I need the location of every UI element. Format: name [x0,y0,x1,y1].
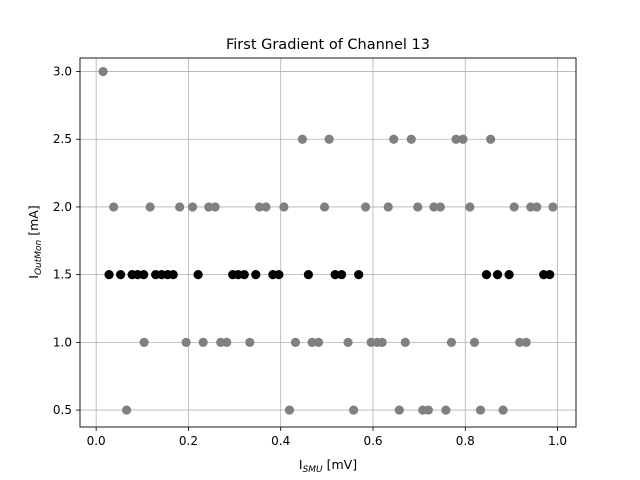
data-point [145,202,155,212]
data-point [303,270,313,280]
data-point [98,66,108,77]
y-tick-label: 1.0 [53,335,72,349]
x-tick-label: 0.0 [87,434,106,448]
x-axis-ticks: 0.0 0.2 0.4 0.6 0.8 1.0 [87,427,567,448]
data-point [486,134,496,144]
data-point [446,337,457,347]
y-tick-label: 3.0 [53,65,72,79]
data-point [481,270,492,280]
data-point [548,202,558,212]
data-point [251,270,261,280]
data-point [104,270,114,280]
data-point [383,202,393,212]
x-axis-label: ISMU [mV] [299,457,357,475]
y-axis-label: IOutMon [mA] [26,205,44,278]
data-point [492,270,503,280]
data-point [343,337,353,347]
data-point [451,134,461,144]
data-point [122,405,132,415]
data-point [204,202,214,212]
data-point [545,270,555,280]
data-point [394,405,404,415]
data-point [274,270,284,280]
data-point [504,270,514,280]
data-point [307,337,317,347]
data-point [261,202,271,212]
data-point [406,134,416,144]
data-point [324,134,334,144]
data-point [109,202,119,212]
data-point [284,405,295,415]
grid-lines [80,58,576,427]
data-point [469,337,480,347]
data-point [245,337,255,347]
data-point [354,270,364,280]
data-point [515,337,525,347]
data-point [521,337,531,347]
data-point [337,270,347,280]
data-point [441,405,451,415]
data-point [313,337,324,347]
data-point [210,202,220,212]
data-point [279,202,289,212]
data-point [116,270,126,280]
data-point [509,202,519,212]
plot-frame [79,57,577,428]
x-tick-label: 1.0 [548,434,567,448]
data-point [168,270,178,280]
y-tick-label: 1.5 [53,268,72,282]
data-point [532,202,542,212]
y-axis-ticks: 0.5 1.0 1.5 2.0 2.5 3.0 [53,65,80,417]
data-point [297,134,307,144]
data-point [330,270,340,280]
data-point [139,270,149,280]
data-point [222,337,232,347]
x-tick-label: 0.6 [363,434,382,448]
chart-title: First Gradient of Channel 13 [226,37,430,53]
data-point [198,337,208,347]
data-point [465,202,475,212]
data-point [423,405,433,415]
data-point [475,405,486,415]
data-points [98,66,558,415]
data-point [377,337,387,347]
x-tick-label: 0.4 [271,434,290,448]
data-point [400,337,410,347]
x-tick-label: 0.2 [179,434,198,448]
data-point [254,202,265,212]
data-point [139,337,149,347]
data-point [175,202,185,212]
y-tick-label: 2.5 [53,132,72,146]
y-tick-label: 0.5 [53,403,72,417]
data-point [429,202,439,212]
data-point [361,202,371,212]
y-tick-label: 2.0 [53,200,72,214]
data-point [413,202,423,212]
x-tick-label: 0.8 [456,434,475,448]
data-point [458,134,468,144]
data-point [187,202,198,212]
data-point [290,337,301,347]
data-point [239,270,249,280]
data-point [193,270,203,280]
data-point [498,405,508,415]
data-point [389,134,399,144]
data-point [349,405,359,415]
data-point [435,202,445,212]
data-point [319,202,330,212]
data-point [181,337,191,347]
